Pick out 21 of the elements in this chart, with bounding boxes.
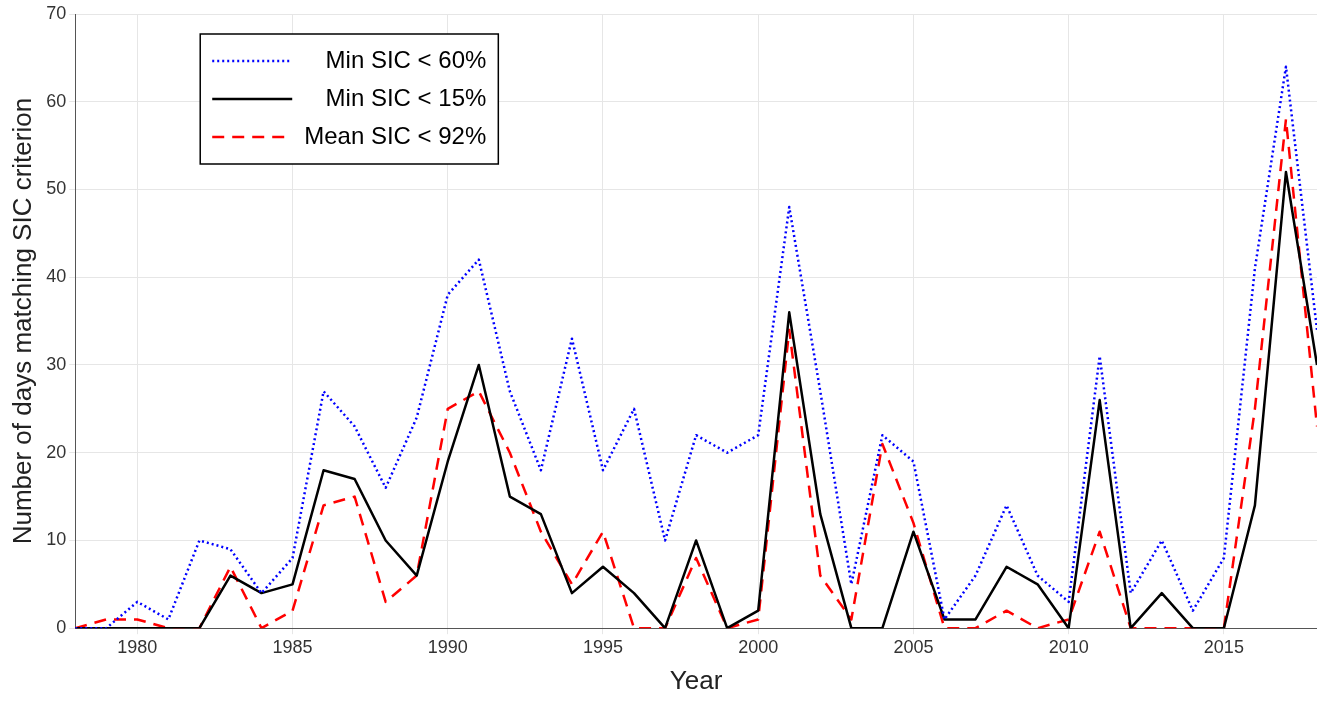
x-tick-label: 2000 [738, 636, 779, 657]
x-tick-label: 1980 [117, 636, 158, 657]
y-tick-label: 30 [46, 353, 67, 374]
y-axis-title: Number of days matching SIC criterion [6, 97, 37, 545]
y-tick-label: 10 [46, 529, 67, 550]
x-tick-label: 2015 [1203, 636, 1244, 657]
y-tick-label: 20 [46, 441, 67, 462]
y-tick-label: 0 [56, 617, 67, 638]
y-tick-label: 50 [46, 178, 67, 199]
legend-label: Min SIC < 60% [325, 45, 487, 73]
x-tick-label: 1985 [272, 636, 313, 657]
x-tick-label: 1995 [582, 636, 623, 657]
legend-label: Min SIC < 15% [325, 83, 487, 111]
x-axis-title: Year [669, 664, 723, 695]
y-tick-label: 70 [46, 2, 67, 23]
x-tick-label: 2005 [893, 636, 934, 657]
y-tick-label: 60 [46, 90, 67, 111]
y-tick-label: 40 [46, 266, 67, 287]
x-tick-label: 1990 [427, 636, 468, 657]
legend-label: Mean SIC < 92% [304, 121, 487, 149]
x-tick-label: 2010 [1048, 636, 1089, 657]
